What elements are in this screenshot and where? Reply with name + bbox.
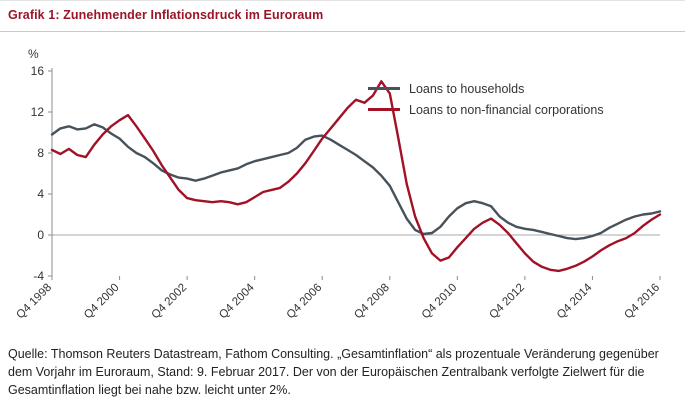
svg-text:Q4 2014: Q4 2014 xyxy=(555,281,595,321)
svg-text:Q4 2010: Q4 2010 xyxy=(420,282,460,322)
svg-text:Q4 2002: Q4 2002 xyxy=(150,282,190,322)
y-axis-unit-label: % xyxy=(28,47,39,61)
svg-text:Q4 2006: Q4 2006 xyxy=(285,282,325,322)
legend-item-households: Loans to households xyxy=(368,78,604,99)
corporations-line-swatch xyxy=(368,108,400,111)
page-title: Grafik 1: Zunehmender Inflationsdruck im… xyxy=(8,8,324,22)
line-chart: % 16 12 8 4 0 -4 Q4 1998 Q4 2000 Q4 2002 Q4 2004 Q… xyxy=(0,37,685,339)
legend-label-households: Loans to households xyxy=(409,81,525,96)
legend-item-corporations: Loans to non-financial corporations xyxy=(368,99,604,120)
svg-text:-4: -4 xyxy=(33,269,44,283)
legend-label-corporations: Loans to non-financial corporations xyxy=(409,102,604,117)
svg-text:16: 16 xyxy=(31,64,45,78)
svg-text:0: 0 xyxy=(37,228,44,242)
svg-text:Q4 2016: Q4 2016 xyxy=(622,282,662,322)
source-text: Quelle: Thomson Reuters Datastream, Fath… xyxy=(8,347,659,397)
svg-text:8: 8 xyxy=(37,146,44,160)
svg-text:4: 4 xyxy=(37,187,44,201)
chart-legend: Loans to households Loans to non-financi… xyxy=(368,78,604,120)
svg-text:Q4 2004: Q4 2004 xyxy=(217,281,257,321)
households-line-swatch xyxy=(368,87,400,90)
chart-canvas: 16 12 8 4 0 -4Q4 1998 Q4 2000 Q4 2002 Q4 2004 Q4 … xyxy=(14,64,662,322)
svg-text:Q4 1998: Q4 1998 xyxy=(14,282,54,322)
svg-text:Q4 2008: Q4 2008 xyxy=(352,282,392,322)
svg-text:12: 12 xyxy=(31,105,45,119)
svg-text:Q4 2012: Q4 2012 xyxy=(487,282,527,322)
title-divider xyxy=(0,31,685,32)
svg-text:Q4 2000: Q4 2000 xyxy=(82,282,122,322)
